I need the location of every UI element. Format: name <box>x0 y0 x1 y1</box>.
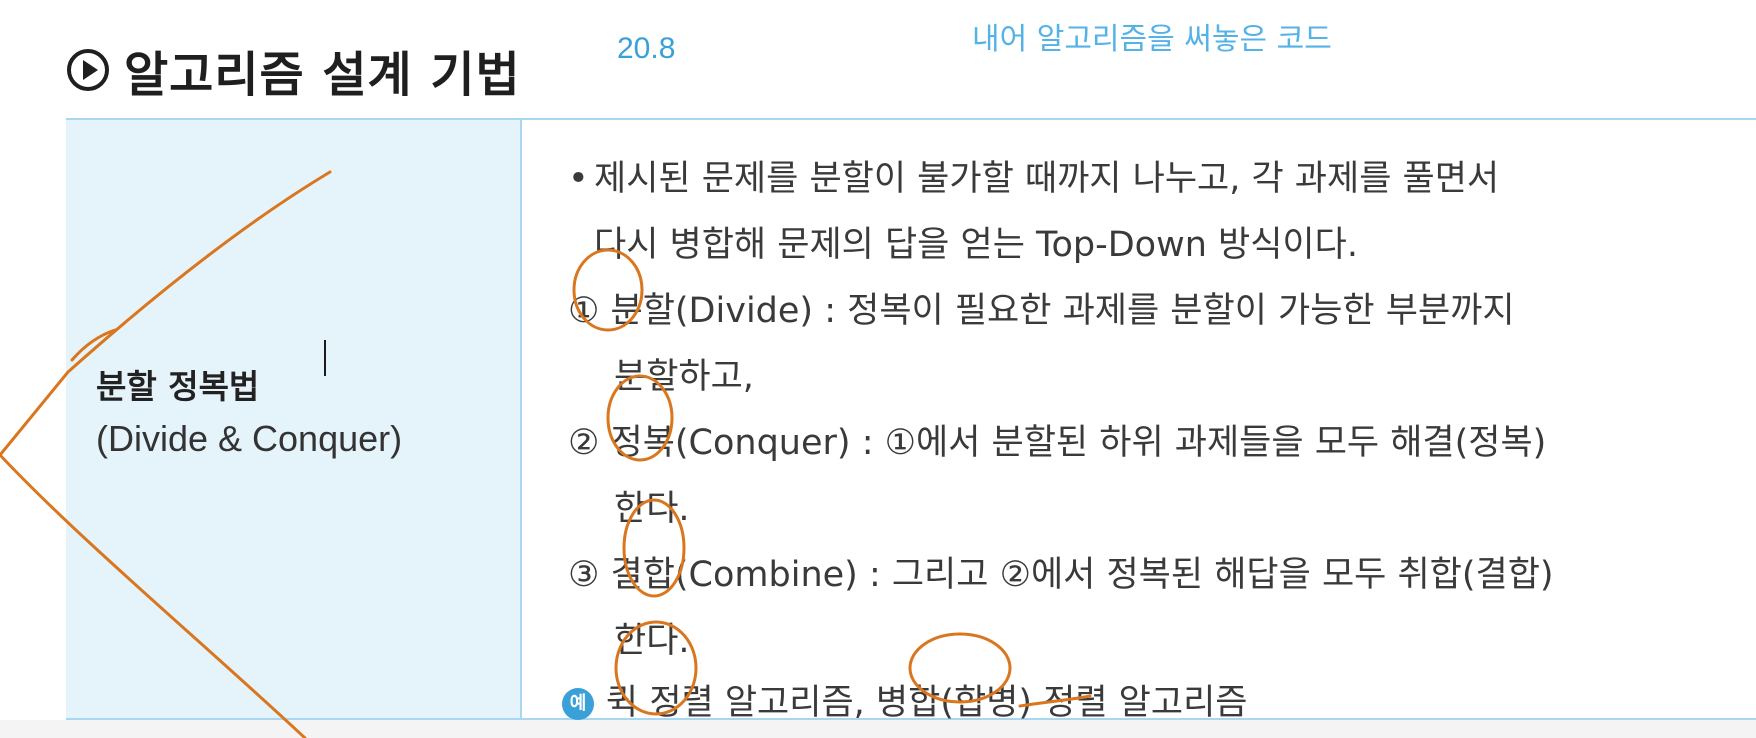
term-korean: 분할 정복법 <box>96 367 260 406</box>
section-title: 알고리즘 설계 기법 <box>124 47 521 103</box>
description-cell: • 제시된 문제를 분할이 불가할 때까지 나누고, 각 과제를 풀면서 다시 병… <box>522 120 1756 723</box>
term-english: (Divide & Conquer) <box>96 418 403 459</box>
section-header: 알고리즘 설계 기법 <box>66 30 521 110</box>
bullet-marker: • <box>568 159 589 199</box>
step-1-line-2: 분할하고, <box>614 357 754 397</box>
step-2-line-2: 한다. <box>614 489 690 529</box>
handwritten-note: 내어 알고리즘을 써놓은 코드 <box>972 22 1332 57</box>
intro-line-1: • 제시된 문제를 분할이 불가할 때까지 나누고, 각 과제를 풀면서 <box>568 150 1499 201</box>
example-badge: 예 <box>562 688 594 720</box>
step-3-line-1: ③ 결합(Combine) : 그리고 ②에서 정복된 해답을 모두 취합(결합… <box>568 555 1554 595</box>
example-line: 예 퀵 정렬 알고리즘, 병합(합병) 정렬 알고리즘 <box>562 674 1247 725</box>
intro-line-2: 다시 병합해 문제의 답을 얻는 Top-Down 방식이다. <box>594 225 1358 265</box>
bottom-strip <box>0 720 1756 738</box>
term-cell: 분할 정복법 (Divide & Conquer) <box>66 120 522 718</box>
intro-text-1: 제시된 문제를 분할이 불가할 때까지 나누고, 각 과제를 풀면서 <box>594 159 1500 199</box>
definition-table: 분할 정복법 (Divide & Conquer) • 제시된 문제를 분할이 불… <box>66 120 1756 723</box>
header-divider <box>66 118 1756 120</box>
page-number: 20.8 <box>617 32 676 65</box>
play-circle-icon <box>66 48 110 92</box>
step-1-line-1: ① 분할(Divide) : 정복이 필요한 과제를 분할이 가능한 부분까지 <box>568 291 1515 331</box>
step-2-line-1: ② 정복(Conquer) : ①에서 분할된 하위 과제들을 모두 해결(정복… <box>568 423 1547 463</box>
example-text: 퀵 정렬 알고리즘, 병합(합병) 정렬 알고리즘 <box>606 683 1248 723</box>
step-3-line-2: 한다. <box>614 621 690 661</box>
